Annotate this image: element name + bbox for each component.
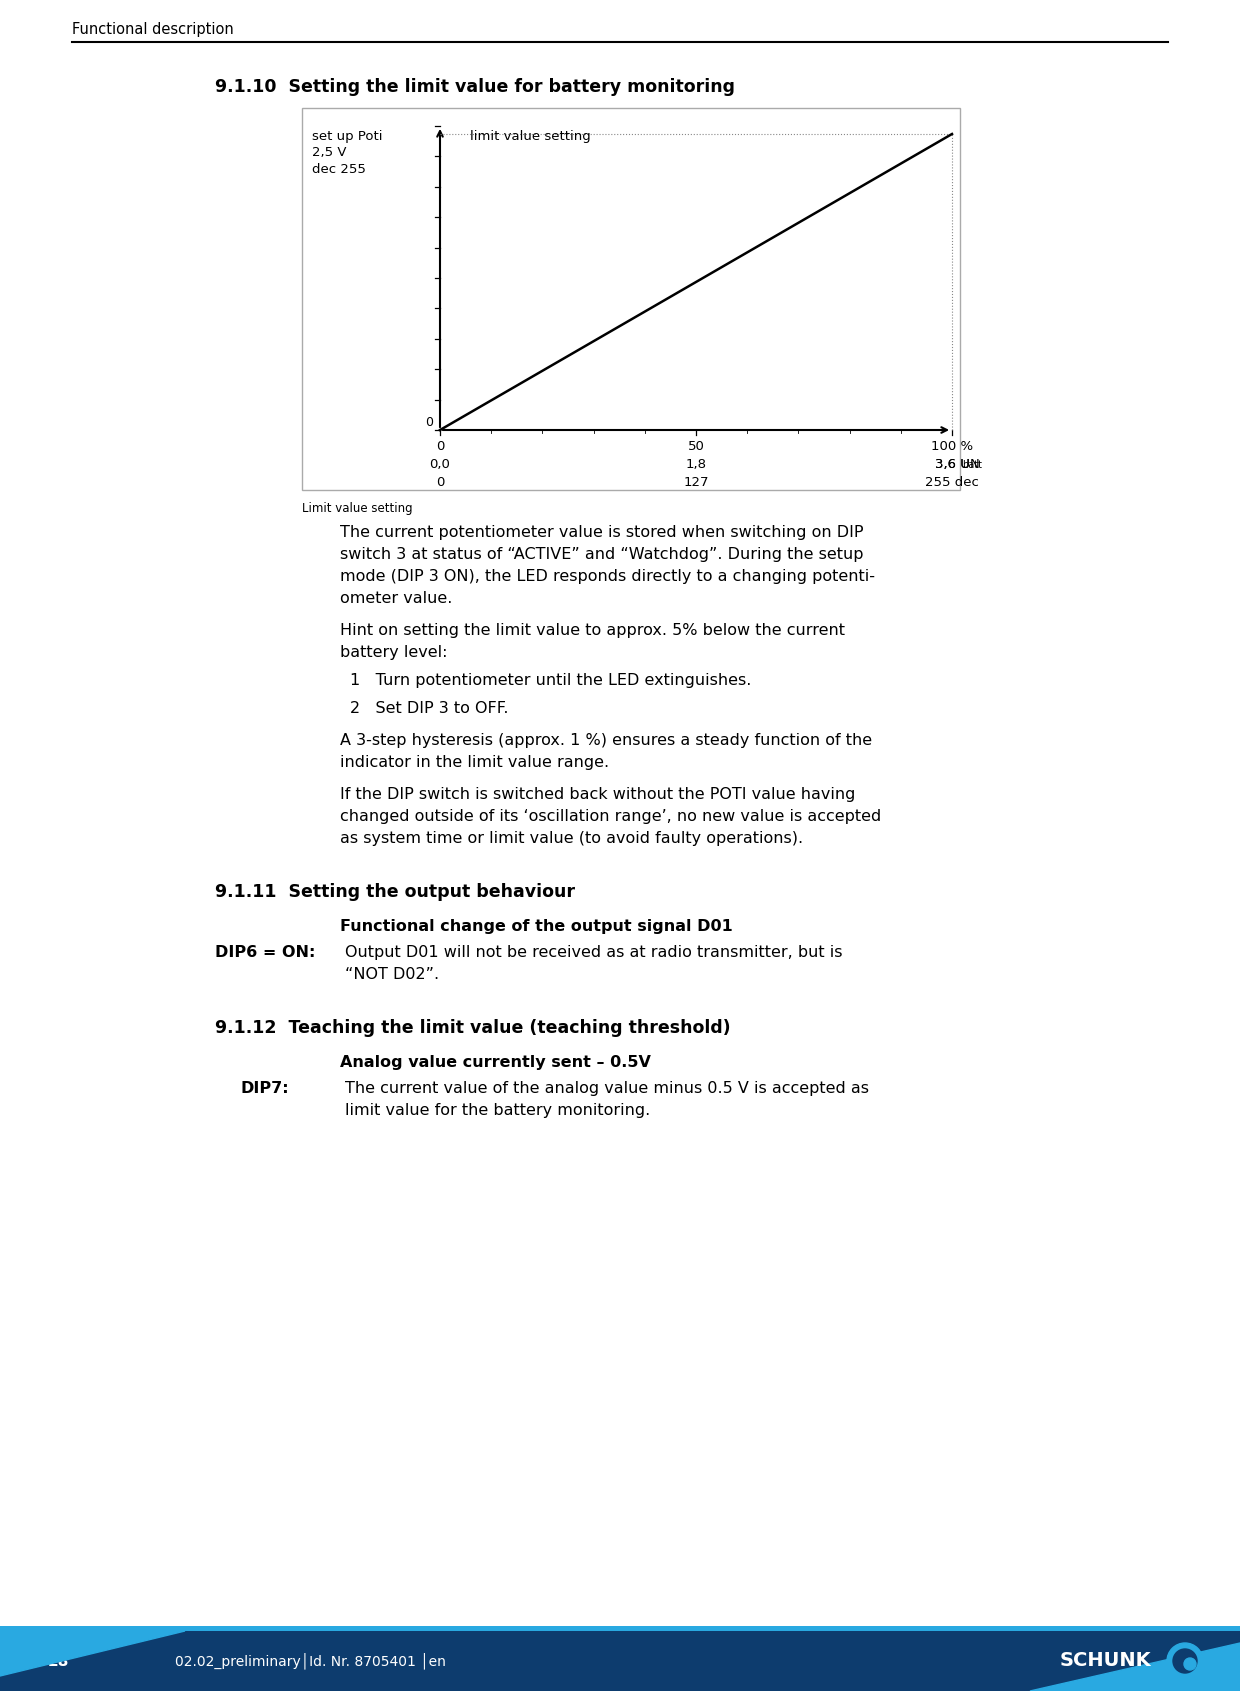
- Text: 3,6 U: 3,6 U: [935, 458, 970, 472]
- Text: Limit value setting: Limit value setting: [303, 502, 413, 516]
- Text: battery level:: battery level:: [340, 644, 448, 659]
- Bar: [0, 1632, 1240, 1691]
- Text: N: N: [970, 458, 980, 472]
- Text: Output D01 will not be received as at radio transmitter, but is: Output D01 will not be received as at ra…: [345, 945, 842, 960]
- Text: 50: 50: [687, 440, 704, 453]
- Text: set up Poti: set up Poti: [312, 130, 382, 144]
- Text: Functional description: Functional description: [72, 22, 234, 37]
- Text: batt: batt: [962, 460, 982, 470]
- Text: 1,8: 1,8: [686, 458, 707, 472]
- Text: “NOT D02”.: “NOT D02”.: [345, 967, 439, 982]
- Text: A 3-step hysteresis (approx. 1 %) ensures a steady function of the: A 3-step hysteresis (approx. 1 %) ensure…: [340, 732, 872, 747]
- Text: 255 dec: 255 dec: [925, 475, 978, 489]
- Text: 127: 127: [683, 475, 709, 489]
- Text: 02.02_preliminary│Id. Nr. 8705401 │en: 02.02_preliminary│Id. Nr. 8705401 │en: [175, 1652, 446, 1669]
- Text: Hint on setting the limit value to approx. 5% below the current: Hint on setting the limit value to appro…: [340, 622, 844, 638]
- Polygon shape: [1030, 1644, 1240, 1691]
- Text: 0: 0: [435, 475, 444, 489]
- Text: 100 %: 100 %: [931, 440, 973, 453]
- Text: 0,0: 0,0: [429, 458, 450, 472]
- Text: limit value setting: limit value setting: [470, 130, 590, 144]
- Polygon shape: [0, 1632, 185, 1676]
- Text: 9.1.11  Setting the output behaviour: 9.1.11 Setting the output behaviour: [215, 883, 575, 901]
- Text: If the DIP switch is switched back without the POTI value having: If the DIP switch is switched back witho…: [340, 786, 856, 802]
- Bar: [0, 1627, 1240, 1632]
- Text: 2   Set DIP 3 to OFF.: 2 Set DIP 3 to OFF.: [350, 702, 508, 715]
- Text: 28: 28: [48, 1654, 69, 1669]
- Text: indicator in the limit value range.: indicator in the limit value range.: [340, 754, 609, 769]
- Text: The current value of the analog value minus 0.5 V is accepted as: The current value of the analog value mi…: [345, 1081, 869, 1096]
- Text: 2,5 V: 2,5 V: [312, 145, 346, 159]
- Text: as system time or limit value (to avoid faulty operations).: as system time or limit value (to avoid …: [340, 830, 804, 846]
- Text: DIP7:: DIP7:: [241, 1081, 289, 1096]
- Text: SCHUNK: SCHUNK: [1060, 1652, 1152, 1671]
- Text: dec 255: dec 255: [312, 162, 366, 176]
- Text: switch 3 at status of “ACTIVE” and “Watchdog”. During the setup: switch 3 at status of “ACTIVE” and “Watc…: [340, 546, 863, 561]
- Text: DIP6 = ON:: DIP6 = ON:: [215, 945, 315, 960]
- Circle shape: [1173, 1649, 1197, 1672]
- Text: 3,6 U: 3,6 U: [935, 458, 970, 472]
- Circle shape: [1184, 1657, 1197, 1671]
- Text: Functional change of the output signal D01: Functional change of the output signal D…: [340, 918, 733, 933]
- Text: 9.1.10  Setting the limit value for battery monitoring: 9.1.10 Setting the limit value for batte…: [215, 78, 735, 96]
- Circle shape: [1167, 1644, 1203, 1679]
- Text: changed outside of its ‘oscillation range’, no new value is accepted: changed outside of its ‘oscillation rang…: [340, 808, 882, 824]
- Text: mode (DIP 3 ON), the LED responds directly to a changing potenti-: mode (DIP 3 ON), the LED responds direct…: [340, 568, 875, 583]
- Text: Analog value currently sent – 0.5V: Analog value currently sent – 0.5V: [340, 1055, 651, 1070]
- Text: The current potentiometer value is stored when switching on DIP: The current potentiometer value is store…: [340, 524, 863, 539]
- Text: limit value for the battery monitoring.: limit value for the battery monitoring.: [345, 1103, 650, 1118]
- Text: 1   Turn potentiometer until the LED extinguishes.: 1 Turn potentiometer until the LED extin…: [350, 673, 751, 688]
- Text: 0: 0: [425, 416, 433, 430]
- Bar: [303, 108, 960, 490]
- Text: 9.1.12  Teaching the limit value (teaching threshold): 9.1.12 Teaching the limit value (teachin…: [215, 1020, 730, 1037]
- Text: 0: 0: [435, 440, 444, 453]
- Text: ometer value.: ometer value.: [340, 590, 453, 605]
